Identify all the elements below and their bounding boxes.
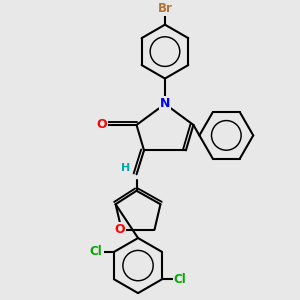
Text: Cl: Cl (173, 273, 186, 286)
Text: Cl: Cl (90, 245, 103, 258)
Text: O: O (115, 223, 125, 236)
Text: H: H (122, 163, 131, 173)
Text: N: N (160, 98, 170, 110)
Text: O: O (96, 118, 107, 131)
Text: Br: Br (158, 2, 172, 15)
